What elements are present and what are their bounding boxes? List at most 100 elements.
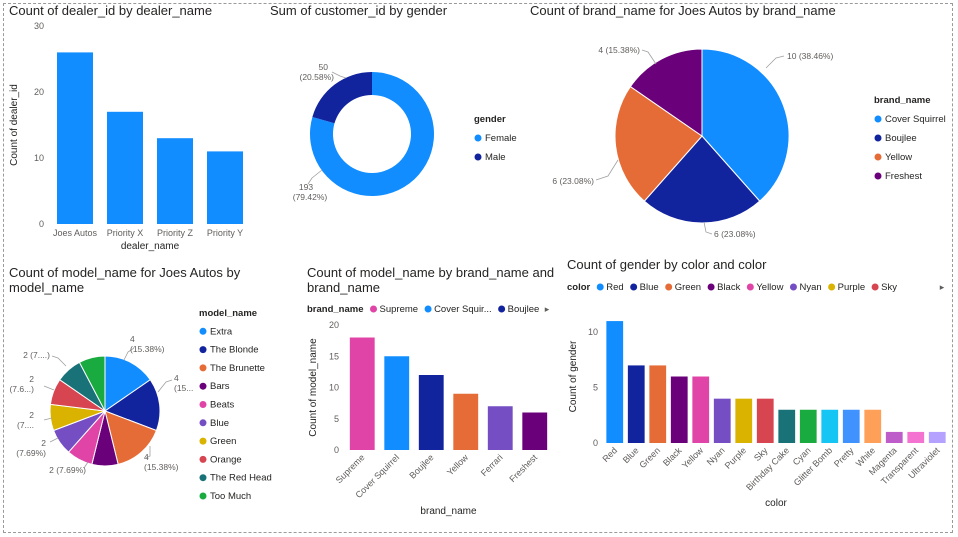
x-tick-label: Yellow (680, 445, 706, 471)
chart-title: Count of dealer_id by dealer_name (9, 3, 213, 18)
legend-item-yellow: Yellow (885, 152, 912, 163)
leader-line (641, 49, 657, 65)
chart-gender-color[interactable]: Count of gender by color and color color… (560, 254, 954, 532)
chart-brand-joes[interactable]: Count of brand_name for Joes Autos by br… (524, 0, 954, 262)
chart-customer-gender[interactable]: Sum of customer_id by gender 50 (20.58%) 1… (262, 0, 524, 262)
x-tick-label: Green (637, 445, 662, 470)
y-axis-title: Count of gender (568, 340, 579, 412)
bar-supreme (349, 337, 375, 450)
bar-birthday-cake (778, 409, 796, 443)
bar-transparent (907, 431, 925, 443)
legend-title: brand_name (874, 95, 931, 106)
leader-line (123, 347, 135, 361)
data-label: 4 (130, 334, 135, 344)
legend-marker (874, 115, 882, 123)
legend-marker (199, 492, 207, 500)
slice-male (312, 72, 372, 124)
legend-item-sky: Sky (881, 282, 897, 293)
legend-item-boujlee: Boujlee (885, 133, 917, 144)
legend-marker (707, 283, 715, 291)
legend-marker (665, 283, 673, 291)
y-axis-title: Count of model_name (308, 338, 319, 437)
data-label: (15... (174, 383, 193, 393)
chart-title: Count of gender by color and color (567, 257, 767, 272)
y-tick-label: 0 (334, 445, 339, 455)
data-label: 2 (7.69%) (49, 465, 86, 475)
legend-item-cover-squirrel: Cover Squirrel (885, 114, 946, 125)
legend-title: model_name (199, 308, 257, 319)
bar-blue (627, 365, 645, 443)
legend-item-yellow: Yellow (756, 282, 783, 293)
x-tick-label: Ferrari (479, 452, 505, 478)
legend-marker (474, 134, 482, 142)
legend-item-the-red-head: The Red Head (210, 473, 272, 484)
legend-marker (474, 153, 482, 161)
data-label: 4 (144, 452, 149, 462)
legend-item-green: Green (675, 282, 701, 293)
legend-marker (789, 283, 797, 291)
report-canvas (3, 3, 953, 533)
legend-marker (596, 283, 604, 291)
legend-marker (199, 474, 207, 482)
x-tick-label: Boujlee (407, 452, 435, 480)
chart-model-joes[interactable]: Count of model_name for Joes Autos by mo… (0, 262, 300, 532)
slice-the-brunette (104, 410, 158, 466)
bar-nyan (713, 398, 731, 443)
legend-marker (498, 305, 506, 313)
data-label: 2 (29, 374, 34, 384)
leader-line (703, 221, 713, 235)
x-tick-label: Priority Y (207, 228, 243, 238)
y-tick-label: 30 (34, 21, 44, 31)
legend-title: color (567, 282, 591, 293)
y-tick-label: 5 (593, 383, 598, 393)
bar-red (606, 321, 624, 443)
slice-extra (104, 355, 151, 412)
legend-marker (199, 419, 207, 427)
data-label: (7.... (17, 420, 34, 430)
x-tick-label: Red (600, 445, 619, 464)
leader-line (595, 159, 619, 181)
bar-magenta (885, 431, 903, 443)
x-tick-label: Purple (723, 445, 748, 470)
legend-title: brand_name (307, 304, 364, 315)
data-label: 2 (29, 410, 34, 420)
legend-item-the-brunette: The Brunette (210, 363, 265, 374)
legend-item-the-blonde: The Blonde (210, 345, 259, 356)
slice-female (310, 72, 434, 196)
legend-marker (828, 283, 836, 291)
legend-item-blue: Blue (210, 418, 229, 429)
chart-svg: 0 10 20 30 Joes Autos Priority X Priority Z Pri… (9, 21, 243, 252)
legend-marker (199, 437, 207, 445)
legend-item-extra: Extra (210, 326, 233, 337)
leader-line (157, 379, 173, 393)
leader-line (43, 385, 55, 391)
legend-item-nyan: Nyan (799, 282, 821, 293)
legend-marker (199, 327, 207, 335)
legend-marker (871, 283, 879, 291)
slice-freshest (629, 48, 703, 137)
x-tick-label: Yellow (445, 452, 471, 478)
legend-marker (874, 153, 882, 161)
chart-title: Sum of customer_id by gender (270, 3, 448, 18)
y-tick-label: 0 (593, 438, 598, 448)
chart-dealer-count[interactable]: Count of dealer_id by dealer_name 0 10 20 3… (0, 0, 262, 262)
bar-cyan (799, 409, 817, 443)
bar-white (864, 409, 882, 443)
data-label: 6 (23.08%) (714, 229, 756, 239)
chart-svg: 10 (38.46%) 6 (23.08%) 6 (23.08%) 4 (15.38%… (552, 45, 946, 239)
legend-item-male: Male (485, 152, 506, 163)
y-axis-title: Count of dealer_id (9, 84, 20, 166)
y-tick-label: 10 (588, 327, 598, 337)
bar-purple (735, 398, 753, 443)
chart-model-brand[interactable]: Count of model_name by brand_name and br… (300, 262, 560, 532)
bar-green (649, 365, 667, 443)
legend-next-arrow: ▸ (940, 282, 945, 292)
bar-yellow (692, 376, 710, 443)
slice-boujlee (643, 135, 761, 224)
y-tick-label: 10 (34, 153, 44, 163)
legend-marker (424, 305, 432, 313)
slice-too-much (78, 355, 106, 412)
legend-item-boujlee: Boujlee (508, 304, 540, 315)
legend-marker (199, 346, 207, 354)
legend-item-female: Female (485, 133, 517, 144)
